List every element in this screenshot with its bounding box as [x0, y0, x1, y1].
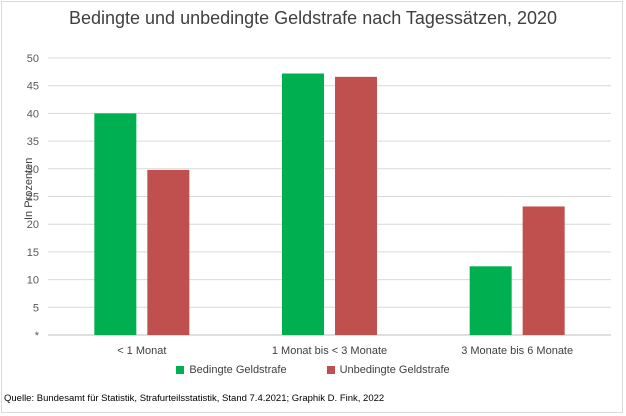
- y-tick-label: 15: [27, 247, 39, 259]
- bar-unbedingte-0: [147, 169, 190, 335]
- legend-item-unbedingte: Unbedingte Geldstrafe: [326, 364, 450, 376]
- bar-unbedingte-2: [522, 206, 565, 335]
- bars: [94, 73, 565, 336]
- bar-bedingte-2: [469, 266, 512, 335]
- y-tick-label: 40: [27, 108, 39, 120]
- y-tick-label: 45: [27, 81, 39, 93]
- x-category-label: < 1 Monat: [117, 345, 166, 357]
- legend-swatch-bedingte: [176, 366, 185, 374]
- bar-unbedingte-1: [335, 76, 377, 335]
- legend-swatch-unbedingte: [326, 366, 335, 374]
- y-tick-label: 5: [33, 302, 39, 314]
- bar-bedingte-1: [282, 73, 324, 336]
- axis-labels: * 5 10 15 20 25 30 35 40 45 50 < 1 Monat 1 Monat bis…: [27, 53, 573, 357]
- y-tick-label: 35: [27, 136, 39, 148]
- legend: Bedingte Geldstrafe Unbedingte Geldstraf…: [0, 364, 626, 376]
- bar-bedingte-0: [94, 113, 137, 336]
- y-tick-label: 20: [27, 219, 39, 231]
- legend-item-bedingte: Bedingte Geldstrafe: [176, 364, 287, 376]
- x-category-label: 1 Monat bis < 3 Monate: [272, 345, 387, 357]
- legend-label-unbedingte: Unbedingte Geldstrafe: [339, 364, 450, 376]
- chart-title: Bedingte und unbedingte Geldstrafe nach …: [68, 8, 558, 28]
- legend-label-bedingte: Bedingte Geldstrafe: [189, 364, 287, 376]
- y-tick-label: 30: [27, 164, 39, 176]
- y-tick-label: *: [35, 330, 40, 342]
- gridlines: [48, 57, 611, 336]
- source-note: Quelle: Bundesamt für Statistik, Strafur…: [4, 393, 385, 404]
- y-tick-label: 50: [27, 53, 39, 65]
- y-tick-label: 25: [27, 192, 39, 204]
- y-tick-label: 10: [27, 275, 39, 287]
- x-category-label: 3 Monate bis 6 Monate: [461, 345, 573, 357]
